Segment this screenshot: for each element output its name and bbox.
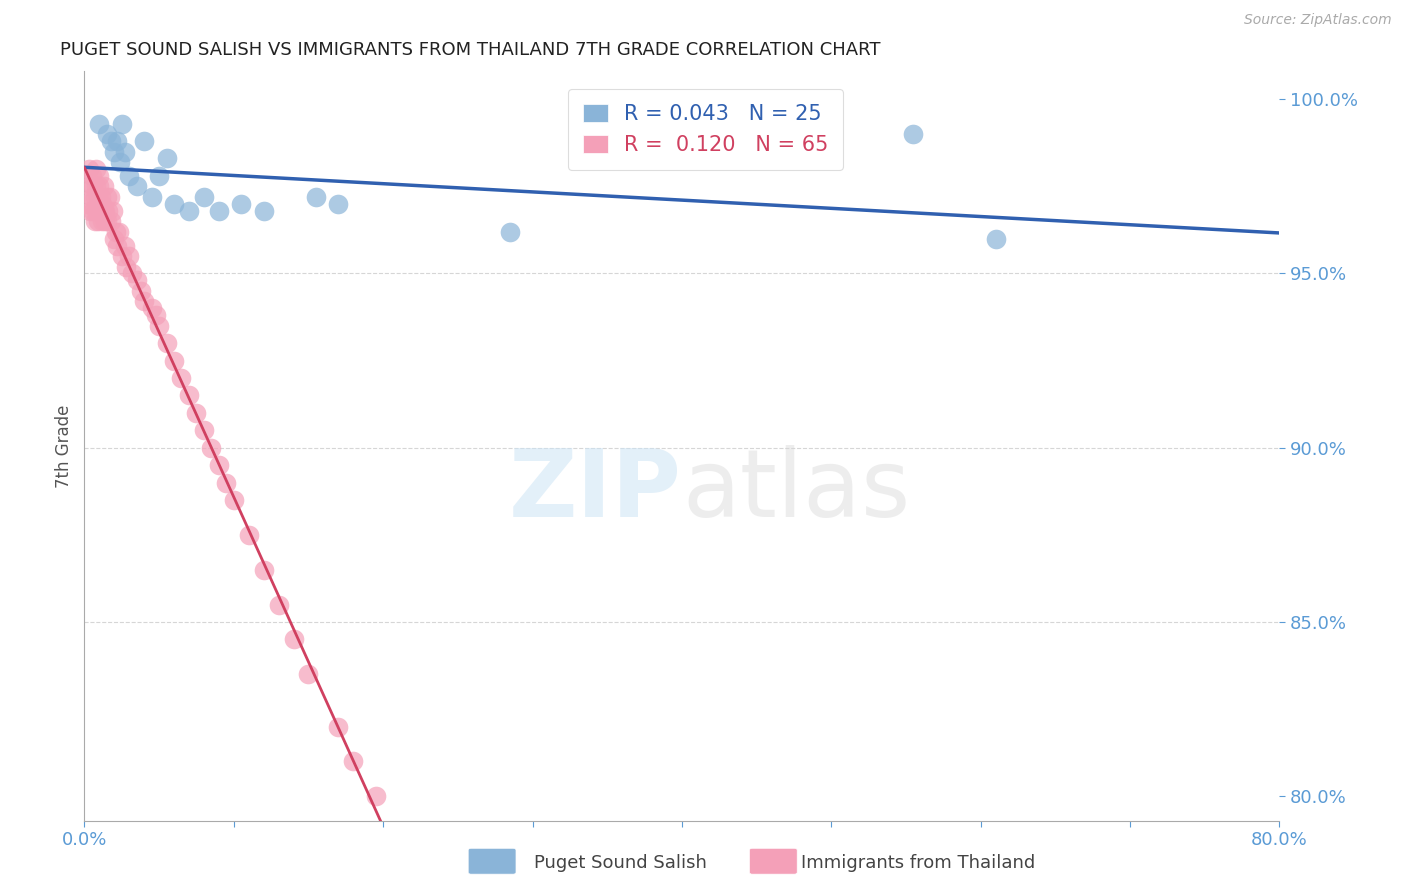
Point (121, 267, 143, 281)
Point (148, 169, 170, 183)
Point (163, 196, 186, 211)
Point (87, 214, 110, 228)
Point (163, 353, 186, 368)
Point (90, 190, 112, 204)
Point (141, 301, 163, 316)
Point (903, 127, 925, 141)
Point (114, 145, 136, 159)
Point (104, 225, 127, 239)
Point (107, 225, 129, 239)
Point (100, 134, 122, 148)
Point (328, 196, 350, 211)
Point (103, 232, 125, 246)
Point (297, 667, 319, 681)
Text: PUGET SOUND SALISH VS IMMIGRANTS FROM THAILAND 7TH GRADE CORRELATION CHART: PUGET SOUND SALISH VS IMMIGRANTS FROM TH… (60, 41, 882, 59)
Point (83, 214, 105, 228)
Point (91, 214, 114, 228)
Point (114, 238, 136, 252)
Point (100, 214, 122, 228)
Point (80, 190, 103, 204)
Point (364, 789, 387, 804)
Point (115, 260, 138, 274)
Point (105, 238, 128, 252)
Y-axis label: 7th Grade: 7th Grade (55, 404, 73, 488)
Point (118, 249, 141, 263)
Point (94, 203, 117, 218)
Point (93, 179, 115, 194)
Text: ZIP: ZIP (509, 445, 682, 537)
Point (97, 203, 120, 218)
Text: atlas: atlas (682, 445, 910, 537)
Point (984, 232, 1007, 246)
Point (186, 406, 208, 420)
Point (155, 336, 177, 351)
Point (101, 203, 124, 218)
Point (80, 169, 103, 183)
Point (98, 190, 121, 204)
Point (111, 249, 134, 263)
Point (253, 563, 276, 577)
Point (125, 273, 148, 287)
Point (118, 169, 141, 183)
Point (96, 127, 118, 141)
Point (89, 179, 111, 194)
Point (91, 196, 114, 211)
Point (103, 145, 125, 159)
Point (208, 203, 231, 218)
Point (79, 203, 101, 218)
Point (141, 190, 163, 204)
Point (105, 134, 128, 148)
Text: Immigrants from Thailand: Immigrants from Thailand (801, 855, 1036, 872)
Point (82, 179, 104, 194)
Point (193, 190, 215, 204)
Point (110, 155, 132, 169)
Point (170, 371, 193, 385)
Point (132, 294, 156, 309)
Point (283, 632, 305, 647)
Point (125, 179, 148, 194)
Point (79, 179, 101, 194)
Point (89, 203, 111, 218)
Point (267, 598, 290, 612)
Point (132, 134, 156, 148)
Point (208, 458, 231, 472)
Point (77, 161, 100, 176)
Point (111, 117, 134, 131)
Point (253, 203, 276, 218)
Point (86, 203, 108, 218)
Point (89, 169, 111, 183)
Point (90, 203, 112, 218)
Point (305, 190, 328, 204)
Point (129, 284, 152, 298)
Point (86, 161, 108, 176)
Text: Puget Sound Salish: Puget Sound Salish (534, 855, 707, 872)
Point (222, 493, 245, 508)
Point (499, 225, 522, 239)
Point (86, 179, 108, 194)
Legend: R = 0.043   N = 25, R =  0.120   N = 65: R = 0.043 N = 25, R = 0.120 N = 65 (568, 89, 844, 169)
Point (87, 190, 110, 204)
Point (231, 196, 253, 211)
Point (200, 441, 222, 455)
Point (94, 214, 117, 228)
Point (96, 214, 118, 228)
Point (83, 190, 105, 204)
Point (238, 528, 260, 542)
Point (93, 203, 115, 218)
Point (177, 203, 200, 218)
Point (155, 152, 177, 166)
Point (328, 720, 350, 734)
Point (96, 190, 118, 204)
Point (82, 203, 104, 218)
Point (145, 308, 167, 322)
Point (193, 423, 215, 437)
Point (148, 318, 170, 333)
Point (89, 117, 111, 131)
Point (342, 755, 364, 769)
Point (177, 388, 200, 402)
Point (76, 196, 98, 211)
Text: Source: ZipAtlas.com: Source: ZipAtlas.com (1244, 13, 1392, 28)
Point (215, 475, 238, 490)
